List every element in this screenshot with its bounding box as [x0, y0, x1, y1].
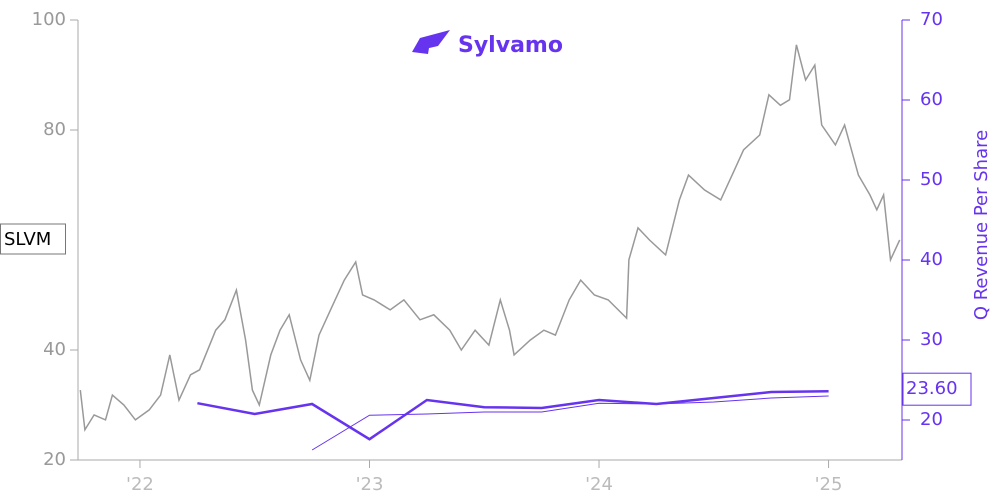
y2-tick-label: 20	[920, 409, 943, 430]
series-line	[197, 389, 829, 441]
value-label: 23.60	[906, 378, 958, 399]
chart-title: Sylvamo	[458, 33, 563, 58]
y2-tick-label: 60	[920, 89, 943, 110]
series-name: SLVM	[4, 229, 51, 250]
series-line	[311, 395, 829, 451]
x-tick-label: '25	[815, 474, 843, 495]
series-line	[79, 44, 901, 433]
y2-tick-label: 70	[920, 9, 943, 30]
logo-icon	[412, 30, 450, 54]
y-tick-label: 80	[43, 119, 66, 140]
series-name-box	[0, 223, 66, 255]
x-tick-label: '23	[356, 474, 384, 495]
y-tick-label: 40	[43, 339, 66, 360]
y2-tick-label: 40	[920, 249, 943, 270]
x-tick-label: '22	[126, 474, 154, 495]
y2-tick-label: 30	[920, 329, 943, 350]
value-label-box	[902, 372, 972, 406]
y2-axis-label: Q Revenue Per Share	[971, 130, 992, 320]
x-tick-label: '24	[585, 474, 613, 495]
y-tick-label: 20	[43, 449, 66, 470]
y2-tick-label: 50	[920, 169, 943, 190]
y-tick-label: 100	[32, 9, 66, 30]
